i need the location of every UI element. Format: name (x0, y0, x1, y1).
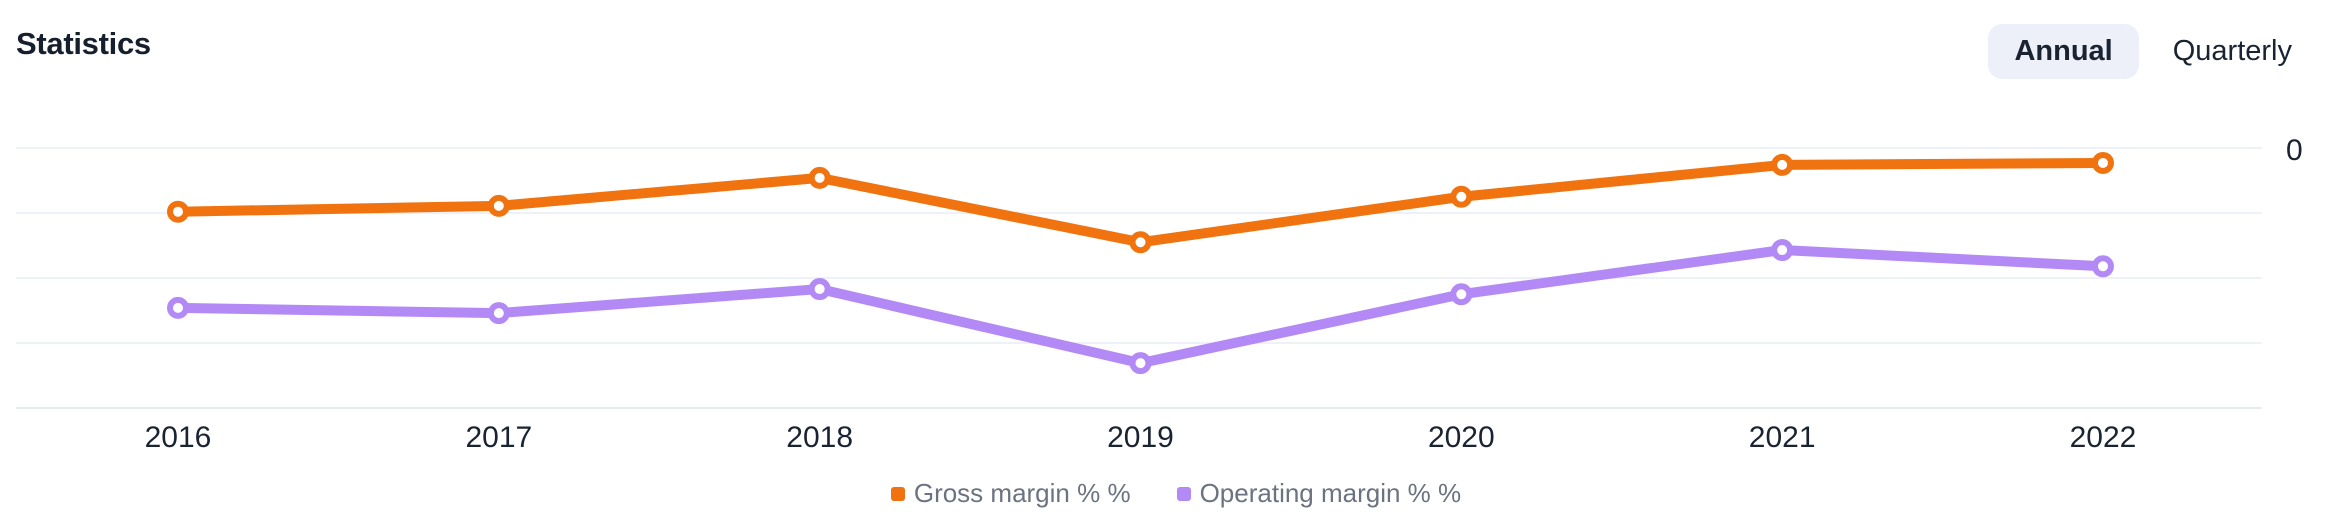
data-point-marker-gross-margin-2021[interactable] (1771, 153, 1794, 176)
operating-margin-swatch-icon (1176, 486, 1191, 501)
y-axis-tick-label: 0 (2286, 134, 2303, 167)
x-axis-tick-label: 2019 (1107, 421, 1174, 454)
data-point-marker-gross-margin-2019[interactable] (1129, 231, 1152, 254)
period-toggle: Annual Quarterly (1988, 24, 2296, 79)
panel-header: Statistics Annual Quarterly (0, 0, 2352, 79)
data-point-marker-operating-margin-2022[interactable] (2091, 255, 2114, 278)
tab-annual[interactable]: Annual (1988, 24, 2139, 79)
x-axis-tick-label: 2020 (1428, 421, 1495, 454)
legend-item-operating-margin[interactable]: Operating margin % % (1176, 478, 1462, 509)
legend-item-gross-margin[interactable]: Gross margin % % (890, 478, 1131, 509)
data-point-marker-gross-margin-2017[interactable] (487, 194, 510, 217)
data-point-marker-gross-margin-2020[interactable] (1450, 185, 1473, 208)
legend-label: Operating margin % % (1199, 478, 1462, 508)
data-point-marker-operating-margin-2021[interactable] (1771, 239, 1794, 262)
x-axis-tick-label: 2016 (145, 421, 212, 454)
data-point-marker-operating-margin-2020[interactable] (1450, 283, 1473, 306)
data-point-marker-gross-margin-2022[interactable] (2091, 151, 2114, 174)
data-point-marker-operating-margin-2019[interactable] (1129, 352, 1152, 375)
x-axis-tick-label: 2022 (2070, 421, 2137, 454)
series-line-gross-margin (173, 157, 2108, 248)
series-line-operating-margin (173, 245, 2108, 369)
data-point-marker-gross-margin-2018[interactable] (808, 166, 831, 189)
data-point-marker-operating-margin-2018[interactable] (808, 278, 831, 301)
legend-label: Gross margin % % (913, 478, 1131, 508)
data-point-marker-operating-margin-2017[interactable] (487, 302, 510, 325)
page-title: Statistics (16, 26, 151, 61)
gross-margin-swatch-icon (890, 486, 905, 501)
x-axis-tick-label: 2021 (1749, 421, 1816, 454)
x-axis-tick-label: 2018 (786, 421, 853, 454)
tab-quarterly[interactable]: Quarterly (2169, 24, 2296, 79)
data-point-marker-operating-margin-2016[interactable] (167, 296, 189, 319)
chart-legend: Gross margin % % Operating margin % % (0, 478, 2352, 509)
data-point-marker-gross-margin-2016[interactable] (167, 200, 189, 223)
x-axis-tick-label: 2017 (465, 421, 532, 454)
